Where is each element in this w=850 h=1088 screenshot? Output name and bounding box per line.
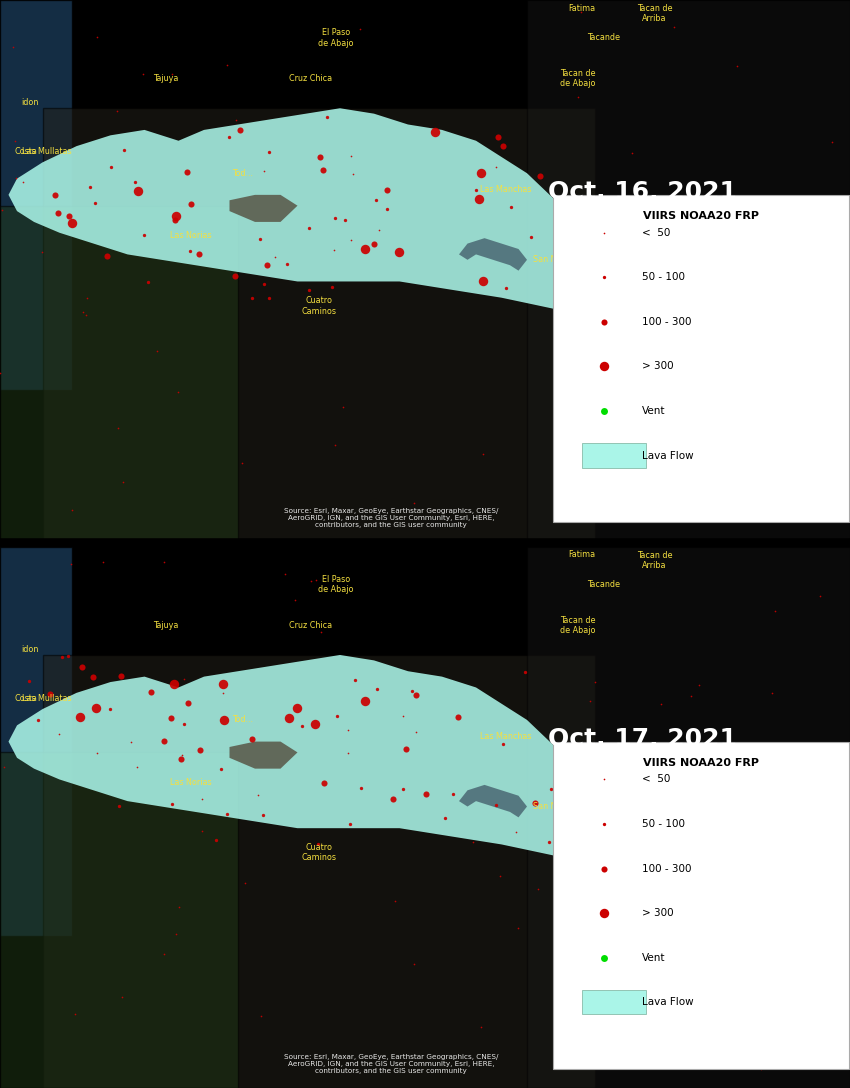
FancyBboxPatch shape bbox=[0, 0, 72, 390]
Text: Cruz Chica: Cruz Chica bbox=[289, 74, 332, 83]
Text: 50 - 100: 50 - 100 bbox=[642, 272, 685, 282]
Text: Lava Flow: Lava Flow bbox=[642, 998, 694, 1007]
Text: San Nicolas: San Nicolas bbox=[534, 802, 580, 811]
Text: Las Manchas: Las Manchas bbox=[480, 731, 531, 741]
FancyBboxPatch shape bbox=[42, 109, 595, 542]
FancyBboxPatch shape bbox=[527, 0, 850, 542]
Text: Fatima: Fatima bbox=[569, 3, 596, 13]
Text: Tacan de
de Abajo: Tacan de de Abajo bbox=[560, 69, 596, 88]
Text: Cuatro
Caminos: Cuatro Caminos bbox=[301, 296, 337, 316]
FancyBboxPatch shape bbox=[0, 206, 238, 542]
Polygon shape bbox=[230, 742, 298, 768]
FancyBboxPatch shape bbox=[582, 990, 646, 1014]
FancyBboxPatch shape bbox=[553, 742, 849, 1068]
Text: 50 - 100: 50 - 100 bbox=[642, 819, 685, 829]
Text: Tajuya: Tajuya bbox=[153, 621, 178, 630]
Text: Costa: Costa bbox=[14, 147, 37, 156]
FancyBboxPatch shape bbox=[0, 753, 238, 1088]
Text: Lava Flow: Lava Flow bbox=[642, 450, 694, 460]
Text: 100 - 300: 100 - 300 bbox=[642, 864, 691, 874]
Text: idon: idon bbox=[21, 645, 38, 654]
Text: <  50: < 50 bbox=[642, 227, 670, 238]
Text: Source: Esri, Maxar, GeoEye, Earthstar Geographics, CNES/
AeroGRID, IGN, and the: Source: Esri, Maxar, GeoEye, Earthstar G… bbox=[284, 508, 498, 528]
Text: Cruz Chica: Cruz Chica bbox=[289, 621, 332, 630]
Text: San Nicolas: San Nicolas bbox=[534, 256, 580, 264]
Text: Vent: Vent bbox=[642, 406, 666, 416]
Polygon shape bbox=[459, 784, 527, 817]
Text: Tacan de
de Abajo: Tacan de de Abajo bbox=[560, 616, 596, 635]
Text: Tacan de
Arriba: Tacan de Arriba bbox=[637, 551, 672, 570]
FancyBboxPatch shape bbox=[0, 547, 72, 937]
Polygon shape bbox=[230, 195, 298, 222]
Text: Tacande: Tacande bbox=[587, 34, 620, 42]
Text: <  50: < 50 bbox=[642, 775, 670, 784]
Text: 100 - 300: 100 - 300 bbox=[642, 317, 691, 326]
Text: Fatima: Fatima bbox=[569, 551, 596, 559]
Text: Las Norias: Las Norias bbox=[171, 778, 212, 787]
Polygon shape bbox=[8, 655, 604, 861]
Text: Las Norias: Las Norias bbox=[171, 231, 212, 240]
FancyBboxPatch shape bbox=[553, 196, 849, 522]
Polygon shape bbox=[570, 238, 620, 271]
Text: VIIRS NOAA20 FRP: VIIRS NOAA20 FRP bbox=[643, 758, 759, 768]
Text: Source: Esri, Maxar, GeoEye, Earthstar Geographics, CNES/
AeroGRID, IGN, and the: Source: Esri, Maxar, GeoEye, Earthstar G… bbox=[284, 1054, 498, 1075]
Text: Cuatro
Caminos: Cuatro Caminos bbox=[301, 843, 337, 863]
Text: El Paso
de Abajo: El Paso de Abajo bbox=[318, 574, 354, 594]
Text: > 300: > 300 bbox=[642, 361, 673, 371]
FancyBboxPatch shape bbox=[582, 443, 646, 468]
FancyBboxPatch shape bbox=[42, 655, 595, 1088]
Polygon shape bbox=[459, 238, 527, 271]
Text: Tacan de
Arriba: Tacan de Arriba bbox=[637, 4, 672, 23]
Text: Oct. 16, 2021: Oct. 16, 2021 bbox=[548, 181, 737, 205]
Text: El Paso
de Abajo: El Paso de Abajo bbox=[318, 28, 354, 48]
Text: > 300: > 300 bbox=[642, 908, 673, 918]
Text: Las Mullatas: Las Mullatas bbox=[22, 147, 71, 156]
Text: Tajuya: Tajuya bbox=[153, 74, 178, 83]
Polygon shape bbox=[8, 109, 604, 314]
Text: Vent: Vent bbox=[642, 953, 666, 963]
Text: Oct. 17, 2021: Oct. 17, 2021 bbox=[548, 727, 737, 751]
Text: Costa: Costa bbox=[14, 694, 37, 703]
Text: Tod...: Tod... bbox=[232, 716, 252, 725]
Text: Tod...: Tod... bbox=[232, 169, 252, 177]
Text: idon: idon bbox=[21, 98, 38, 108]
Polygon shape bbox=[570, 784, 620, 817]
FancyBboxPatch shape bbox=[527, 547, 850, 1088]
Text: Las Mullatas: Las Mullatas bbox=[22, 694, 71, 703]
Text: Tacande: Tacande bbox=[587, 580, 620, 589]
Text: VIIRS NOAA20 FRP: VIIRS NOAA20 FRP bbox=[643, 211, 759, 221]
Text: Las Manchas: Las Manchas bbox=[480, 185, 531, 194]
